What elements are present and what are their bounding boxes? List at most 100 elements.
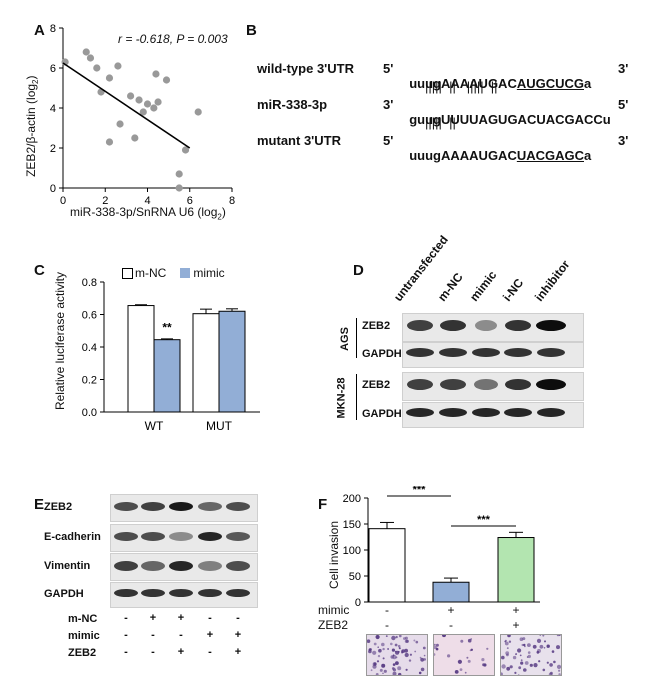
panel-label-d: D <box>353 262 364 279</box>
stained-cell <box>556 635 560 637</box>
data-point <box>181 146 190 154</box>
seq-label-mut: mutant 3'UTR <box>257 133 341 148</box>
condition-label-e: mimic <box>68 630 100 642</box>
condition-sign: - <box>151 629 155 641</box>
scatter-ylabel: ZEB2/β-actin (log2) <box>23 75 41 177</box>
blot-band <box>198 589 222 597</box>
condition-sign: - <box>236 612 240 624</box>
seq-mut: uuugAAAAUGACUACGAGCa <box>409 148 592 163</box>
panel-label-f: F <box>318 496 328 513</box>
condition-label-f: ZEB2 <box>318 618 349 632</box>
data-point <box>162 76 171 84</box>
blot-band <box>169 561 193 571</box>
data-point <box>194 108 202 116</box>
blot-band <box>505 320 531 331</box>
stained-cell <box>392 671 397 675</box>
condition-sign: - <box>124 629 128 641</box>
stained-cell <box>420 667 425 672</box>
seq-five-mir: 3' <box>383 97 394 112</box>
stained-cell <box>524 661 529 665</box>
stained-cell <box>519 637 524 641</box>
y-tick-label: 2 <box>50 143 56 155</box>
stained-cell <box>533 663 538 668</box>
stained-cell <box>403 637 406 640</box>
stained-cell <box>409 653 412 656</box>
y-tick-label: 100 <box>343 545 361 557</box>
pair-lines-top: ||||| || ||||| || <box>425 79 498 94</box>
blot-band <box>440 320 466 331</box>
stained-cell <box>398 647 401 650</box>
stained-cell <box>520 659 523 662</box>
stained-cell <box>434 643 436 646</box>
stained-cell <box>515 653 517 656</box>
stained-cell <box>422 646 426 650</box>
invasion-ylabel: Cell invasion <box>327 520 341 590</box>
stained-cell <box>395 650 400 655</box>
row-label-d-gapdh-ags: GAPDH <box>362 348 402 360</box>
bar-invasion-1 <box>368 528 406 603</box>
stained-cell <box>506 666 511 671</box>
bar-m-NC-MUT <box>192 313 220 413</box>
x-tick-label: 4 <box>144 195 150 207</box>
stained-cell <box>527 651 531 654</box>
stained-cell <box>457 659 462 664</box>
stained-cell <box>423 654 426 657</box>
legend-c: m-NC mimic <box>122 266 225 280</box>
blot-band <box>536 320 566 331</box>
blot-band <box>226 502 250 511</box>
cell-line-mkn-bar <box>356 374 357 420</box>
stained-cell <box>397 644 401 648</box>
stained-cell <box>517 674 520 675</box>
stained-cell <box>520 661 524 665</box>
y-tick-label: 0.8 <box>82 277 97 289</box>
panel-label-a: A <box>34 22 45 39</box>
stained-cell <box>434 653 436 656</box>
stained-cell <box>529 663 533 667</box>
data-point <box>175 184 183 192</box>
y-tick-label: 50 <box>349 571 361 583</box>
scatter-plot-a: 0 2 4 6 8 0 2 4 6 8 <box>50 23 235 207</box>
stained-cell <box>404 648 408 653</box>
seq-three-wt: 3' <box>618 61 629 76</box>
row-label-e-zeb2: ZEB2 <box>44 501 73 513</box>
stained-cell <box>435 643 439 647</box>
stained-cell <box>418 671 422 675</box>
legend-label-mnc: m-NC <box>135 266 167 280</box>
stained-cell <box>501 664 506 669</box>
stained-cell <box>527 643 531 647</box>
stained-cell <box>447 654 451 658</box>
stained-cell <box>370 669 373 672</box>
data-point <box>143 100 152 108</box>
blot-band <box>439 348 467 357</box>
stained-cell <box>392 668 396 672</box>
stained-cell <box>539 644 544 649</box>
stained-cell <box>377 654 381 658</box>
stained-cell <box>483 663 487 667</box>
stained-cell <box>556 664 561 669</box>
condition-sign: - <box>385 618 389 632</box>
stained-cell <box>434 645 437 650</box>
lane-label-mnc: m-NC <box>434 270 466 304</box>
stained-cell <box>378 648 382 653</box>
blot-band <box>474 379 498 390</box>
data-point <box>86 54 95 62</box>
blot-band <box>141 532 165 541</box>
condition-sign: - <box>385 603 389 617</box>
stained-cell <box>532 644 537 649</box>
stained-cell <box>459 668 463 671</box>
stained-cell <box>466 656 469 659</box>
stained-cell <box>512 655 517 660</box>
blot-band <box>406 408 434 417</box>
panel-label-b: B <box>246 22 257 39</box>
seq-wt: uuugAAAAUGACAUGCUCGa <box>409 76 592 91</box>
blot-band <box>226 532 250 541</box>
blot-band <box>505 379 531 390</box>
stained-cell <box>539 635 542 637</box>
stained-cell <box>375 673 379 675</box>
stained-cell <box>514 671 517 674</box>
stained-cell <box>470 648 473 651</box>
panel-label-e: E <box>34 496 45 513</box>
blot-band <box>141 561 165 571</box>
bar-invasion-3 <box>497 537 535 603</box>
blot-band <box>198 502 222 511</box>
